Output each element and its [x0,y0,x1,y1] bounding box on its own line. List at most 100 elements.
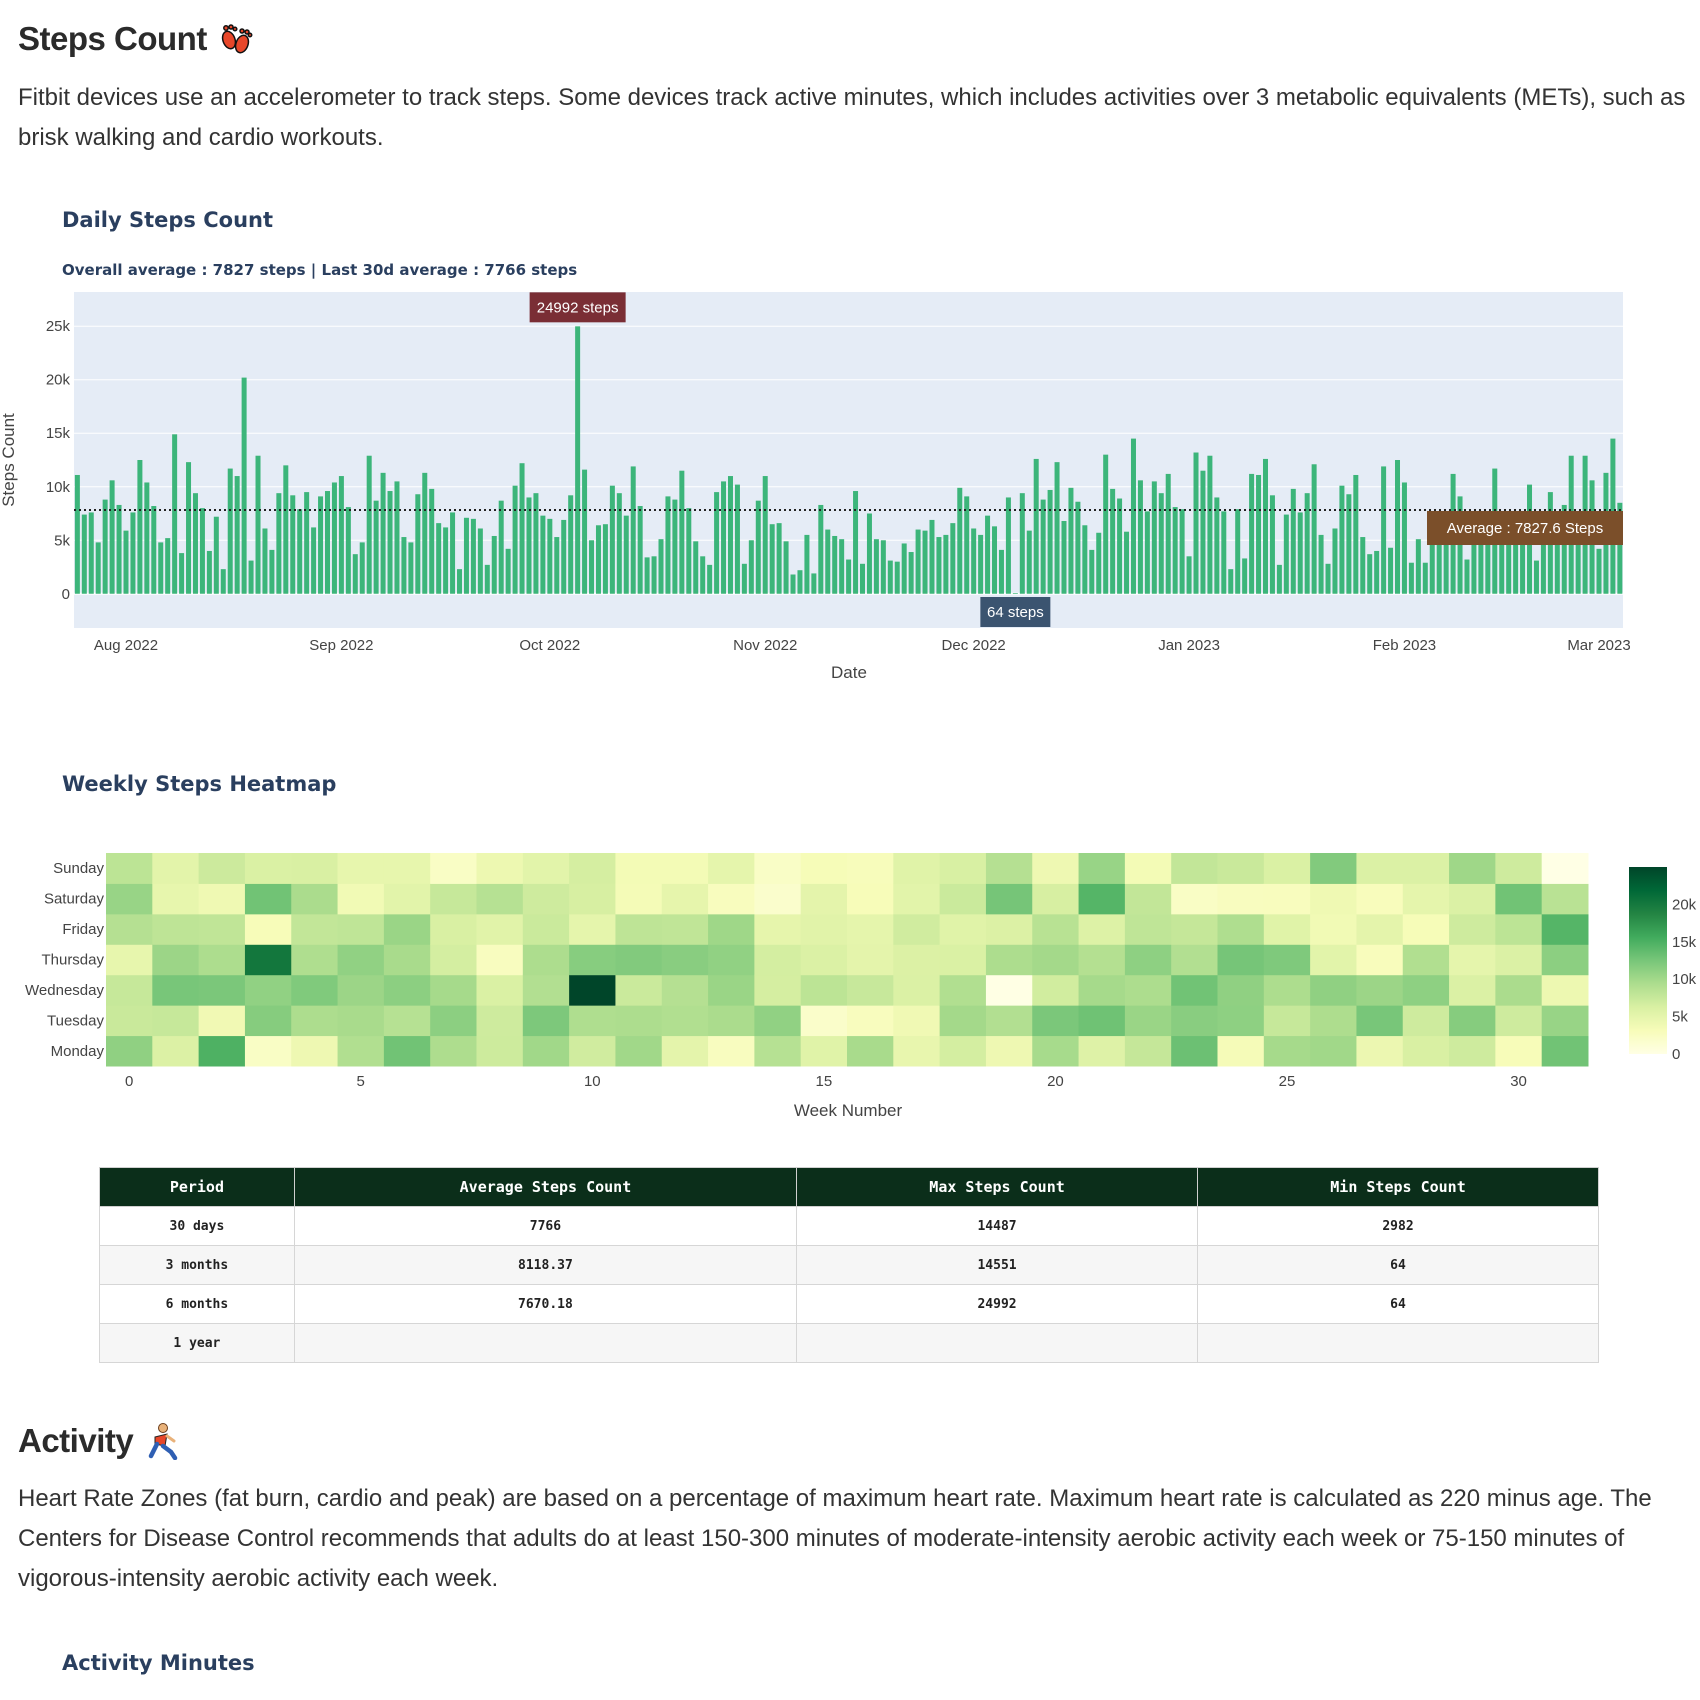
heatmap-cell [1171,1005,1218,1037]
bar [1290,488,1296,594]
heatmap-cell [152,1005,200,1037]
bar [644,557,650,594]
bar [929,519,935,594]
steps-title-text: Steps Count [18,20,207,57]
bar [387,491,393,594]
table-cell [796,1323,1199,1363]
bar [922,530,928,594]
bar [1200,470,1206,594]
heatmap-cell [1032,944,1080,976]
heatmap-cell [800,1005,848,1037]
bar [1457,496,1463,594]
x-tick-label: 25 [1279,1073,1296,1090]
heatmap-cell [1171,944,1218,976]
heatmap-cell [1356,913,1404,945]
bar [762,476,768,594]
heatmap-cell [1449,1035,1496,1067]
table-cell: 2982 [1197,1206,1599,1246]
heatmap-cell [569,883,616,915]
x-tick-label: 0 [125,1073,133,1090]
bar [1096,532,1102,594]
bar [1235,509,1241,594]
colorbar-tick-label: 15k [1672,934,1697,951]
colorbar-tick-label: 0 [1672,1046,1680,1063]
heatmap-cell [661,1035,709,1067]
bar [255,455,261,594]
heatmap-cell [1402,853,1450,884]
heatmap-cell [106,1035,153,1067]
steps-stats-table: Period Average Steps Count Max Steps Cou… [99,1167,1599,1363]
bar [901,543,907,594]
bar [318,496,324,594]
heatmap-cell [1263,1005,1311,1037]
bar [519,463,525,594]
bar [1471,540,1477,594]
table-cell: 14551 [796,1245,1199,1285]
heatmap-cell [244,974,292,1006]
bar [477,528,483,594]
heatmap-cell [1495,853,1543,884]
bar [971,528,977,594]
bar [707,564,713,594]
bar [290,495,296,594]
heatmap-cell [106,944,153,976]
bar [1464,559,1470,594]
bar [1339,485,1345,594]
x-tick-label: Dec 2022 [942,637,1006,654]
heatmap-cell [1078,1005,1126,1037]
max-steps-label: 24992 steps [537,299,619,316]
heatmap-cell [1078,1035,1126,1067]
bar [1103,454,1109,594]
bar [116,504,122,594]
heatmap-cell [383,913,431,945]
bar [1617,502,1623,594]
bar [123,530,129,594]
bar [957,487,963,594]
heatmap-cell [615,913,663,945]
bar [1068,487,1074,594]
bar [1381,466,1387,594]
bar [470,518,476,594]
heatmap-cell [1263,974,1311,1006]
column-header: Max Steps Count [796,1167,1199,1207]
bar [172,434,178,594]
bar [1040,499,1046,594]
heatmap-cell [893,853,941,884]
y-tick-label: Thursday [41,952,104,969]
heatmap-cell [522,1035,570,1067]
heatmap-cell [615,944,663,976]
heatmap-cell [244,1035,292,1067]
bar [915,529,921,594]
table-cell: 3 months [99,1245,295,1285]
bar [804,534,810,594]
heatmap-cell [1495,913,1543,945]
heatmap-cell [522,1005,570,1037]
x-tick-label: 10 [584,1073,601,1090]
heatmap-cell [1449,883,1496,915]
heatmap-cell [152,883,200,915]
bar [1165,473,1171,594]
bar [443,527,449,594]
heatmap-cell [1449,1005,1496,1037]
heatmap-cell [430,974,477,1006]
heatmap-cell [291,944,339,976]
heatmap-cell [291,1005,339,1037]
bar [1408,562,1414,594]
bar [158,542,164,594]
bar [213,516,219,594]
heatmap-cell [754,883,802,915]
heatmap-cell [1217,1005,1265,1037]
heatmap-cell [1032,974,1080,1006]
heatmap-cell [1171,1035,1218,1067]
average-steps-label: Average : 7827.6 Steps [1447,520,1604,537]
heatmap-cell [337,883,385,915]
bar [137,460,143,594]
heatmap-cell [337,913,385,945]
heatmap-cell [430,1035,477,1067]
bar [1130,438,1136,594]
x-tick-label: Nov 2022 [733,637,797,654]
heatmap-cell [1124,944,1172,976]
heatmap-cell [476,1035,524,1067]
heatmap-cell [939,944,987,976]
heatmap-cell [1541,913,1589,945]
